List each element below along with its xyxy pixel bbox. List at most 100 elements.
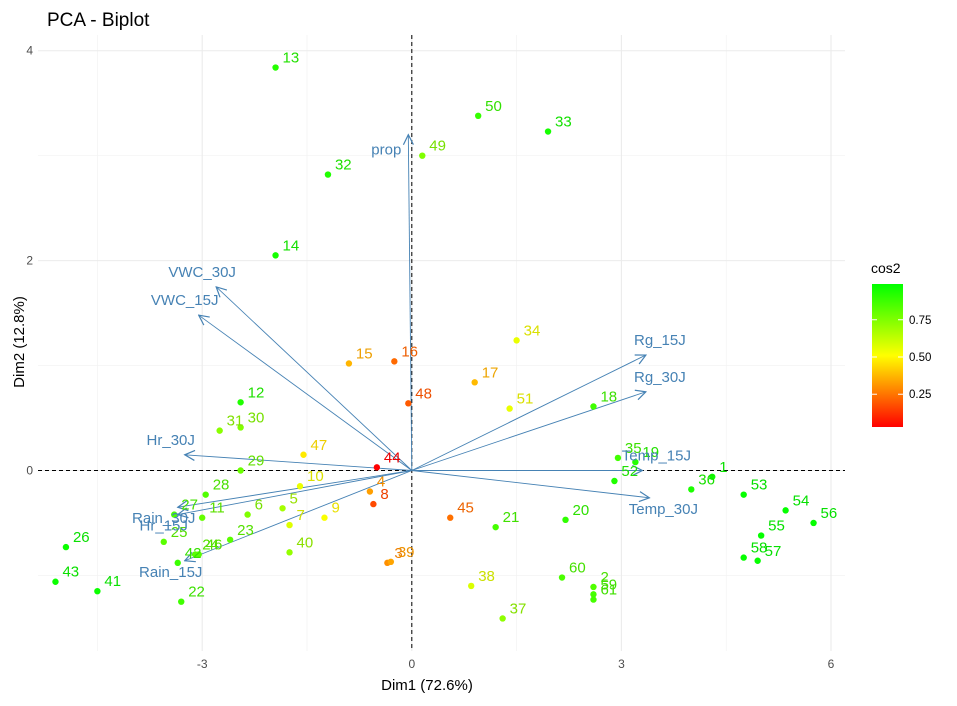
point-label: 60 — [569, 560, 586, 577]
data-point — [558, 574, 566, 581]
point-label: 31 — [227, 413, 244, 430]
data-point — [467, 582, 475, 590]
data-point — [782, 507, 789, 514]
data-point — [198, 514, 206, 521]
point-label: 38 — [478, 568, 495, 585]
data-point — [471, 379, 478, 386]
point-label: 40 — [297, 534, 314, 551]
legend-tick-label: 0.50 — [909, 352, 931, 364]
data-point — [94, 587, 101, 595]
point-label: 7 — [297, 507, 305, 524]
data-point — [244, 511, 251, 518]
point-label: 14 — [283, 237, 300, 254]
point-label: 35 — [625, 440, 642, 457]
data-point — [62, 543, 70, 551]
data-point — [590, 583, 597, 591]
point-label: 19 — [642, 444, 659, 461]
legend-ticks: 0.25 0.50 0.75 — [872, 315, 931, 401]
grid — [38, 35, 845, 651]
x-tick-label: -3 — [197, 657, 208, 671]
data-point — [370, 500, 377, 508]
data-point — [195, 551, 202, 558]
point-label: 5 — [290, 490, 298, 507]
data-point — [296, 483, 304, 490]
point-label: 37 — [510, 600, 527, 617]
y-tick-label: 0 — [26, 464, 33, 478]
data-point — [373, 464, 381, 471]
variable-arrow — [411, 470, 650, 498]
point-label: 22 — [188, 584, 205, 601]
variable-labels: prop VWC_30J VWC_15J Rg_15J Rg_30J Temp_15J Te… — [132, 142, 698, 581]
point-label: 61 — [600, 582, 617, 599]
point-label: 56 — [821, 505, 838, 522]
data-point — [391, 358, 398, 365]
point-label: 8 — [380, 486, 388, 503]
point-label: 26 — [73, 529, 90, 546]
variable-label: Rg_15J — [634, 332, 686, 349]
point-label: 57 — [765, 543, 782, 560]
point-label: 32 — [335, 157, 352, 174]
point-label: 59 — [600, 576, 617, 593]
point-label: 9 — [331, 500, 339, 517]
data-point — [178, 598, 185, 605]
point-label: 4 — [377, 473, 385, 490]
point-label: 3 — [394, 545, 402, 562]
variable-label: prop — [371, 142, 401, 159]
legend: cos2 0.25 0.50 0.75 — [871, 260, 931, 427]
variable-arrows — [178, 135, 650, 561]
point-label: 18 — [600, 388, 617, 405]
variable-arrow — [185, 470, 412, 561]
data-point — [590, 403, 597, 410]
data-point — [300, 451, 307, 458]
data-point — [810, 519, 817, 527]
variable-label: Hr_30J — [147, 432, 195, 449]
data-point — [754, 557, 761, 564]
variable-arrow — [178, 470, 412, 508]
point-label: 29 — [248, 453, 265, 470]
data-point — [544, 128, 552, 135]
data-point — [611, 477, 618, 485]
point-label: 21 — [503, 509, 520, 526]
data-point — [272, 252, 279, 259]
chart-title: PCA - Biplot — [47, 10, 150, 31]
point-label: 12 — [248, 384, 265, 401]
point-label: 39 — [398, 544, 415, 561]
variable-label: VWC_15J — [151, 292, 219, 309]
data-point — [590, 596, 597, 603]
data-point — [499, 615, 506, 622]
individual-points — [52, 64, 817, 622]
legend-title: cos2 — [871, 260, 901, 276]
data-point — [160, 538, 167, 546]
point-label: 13 — [283, 50, 300, 67]
data-point — [237, 399, 244, 406]
point-label: 11 — [209, 500, 225, 517]
variable-arrow — [178, 470, 412, 515]
data-point — [492, 523, 499, 531]
variable-label: Rain_15J — [139, 564, 202, 581]
data-point — [709, 473, 716, 480]
variable-arrow — [216, 287, 413, 471]
x-tick-label: 6 — [828, 657, 835, 671]
point-label: 52 — [621, 463, 638, 480]
data-point — [614, 454, 622, 462]
x-tick-label: 3 — [618, 657, 625, 671]
point-label: 36 — [698, 471, 715, 488]
data-point — [740, 491, 747, 498]
data-point — [632, 458, 639, 466]
data-point — [174, 559, 181, 567]
point-label: 42 — [185, 545, 202, 562]
point-label: 1 — [719, 459, 727, 476]
point-label: 58 — [751, 540, 768, 557]
y-axis-title: Dim2 (12.8%) — [11, 296, 28, 388]
data-point — [387, 558, 395, 566]
point-label: 50 — [485, 98, 502, 115]
point-label: 54 — [793, 492, 810, 509]
data-point — [366, 488, 374, 495]
data-point — [324, 171, 332, 178]
point-label: 43 — [62, 564, 79, 581]
data-point — [216, 427, 223, 434]
variable-label: Temp_30J — [629, 501, 698, 518]
